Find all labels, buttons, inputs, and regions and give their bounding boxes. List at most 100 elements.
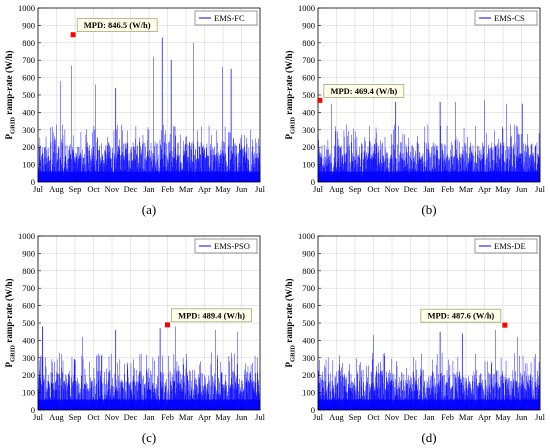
- mpd-annotation-box: [76, 18, 158, 33]
- y-tick-label: 500: [302, 90, 315, 100]
- mpd-annotation-label: MPD: 487.6 (W/h): [427, 311, 494, 321]
- x-tick-label: Jun: [516, 412, 529, 422]
- chart-panel-d: 0 100 200 300 400 500 600 700 800 900 1000 Jul Aug Se…: [284, 231, 546, 445]
- mpd-annotation-label: MPD: 489.4 (W/h): [178, 310, 245, 320]
- y-axis-label: PGRID ramp-rate (W/h): [4, 279, 17, 368]
- legend-label: EMS-DE: [494, 241, 526, 251]
- series-base: [38, 399, 260, 410]
- y-tick-label: 700: [302, 283, 315, 293]
- mpd-marker: [502, 322, 508, 328]
- legend-box: [194, 238, 258, 254]
- x-tick-label: Feb: [441, 184, 454, 194]
- panel-label: (c): [142, 430, 156, 445]
- x-tick-label: Jul: [313, 184, 324, 194]
- y-tick-label: 1000: [18, 3, 35, 13]
- y-tick-label: 800: [302, 266, 315, 276]
- chart-panel-a: 0 100 200 300 400 500 600 700 800 900 1000 Jul Aug Se…: [4, 3, 266, 217]
- x-tick-label: May: [495, 184, 511, 194]
- y-tick-label: 400: [302, 335, 315, 345]
- x-tick-label: Nov: [105, 184, 120, 194]
- y-tick-label: 600: [302, 73, 315, 83]
- x-tick-label: Aug: [329, 184, 344, 194]
- x-tick-label: Aug: [49, 412, 64, 422]
- y-tick-label: 300: [22, 125, 35, 135]
- grid: [318, 236, 540, 410]
- mpd-annotation-label: MPD: 846.5 (W/h): [84, 20, 151, 30]
- x-tick-label: Feb: [161, 412, 174, 422]
- x-tick-label: Apr: [478, 412, 491, 422]
- x-tick-label: Apr: [478, 184, 491, 194]
- x-tick-label: Apr: [198, 184, 211, 194]
- legend: EMS-FC: [194, 10, 258, 26]
- x-tick-label: Nov: [385, 412, 400, 422]
- x-tick-label: Oct: [367, 412, 380, 422]
- y-tick-label: 200: [22, 142, 35, 152]
- x-tick-label: Sep: [69, 184, 82, 194]
- y-tick-label: 1000: [298, 231, 315, 241]
- y-tick-label: 0: [311, 177, 315, 187]
- y-tick-label: 100: [302, 160, 315, 170]
- chart-panel-c: 0 100 200 300 400 500 600 700 800 900 1000 Jul Aug Se…: [4, 231, 266, 445]
- x-tick-label: May: [215, 412, 231, 422]
- y-tick-label: 200: [22, 370, 35, 380]
- y-tick-label: 800: [22, 266, 35, 276]
- y-tick-label: 400: [22, 335, 35, 345]
- mpd-annotation-box: [171, 308, 252, 323]
- x-tick-label: Aug: [49, 184, 64, 194]
- y-tick-label: 1000: [298, 3, 315, 13]
- x-tick-label: Oct: [87, 184, 100, 194]
- chart-panel-b: 0 100 200 300 400 500 600 700 800 900 1000 Jul Aug Se…: [284, 3, 546, 217]
- y-tick-label: 100: [302, 388, 315, 398]
- x-tick-label: Jul: [255, 184, 266, 194]
- y-tick-label: 400: [302, 107, 315, 117]
- x-tick-label: Mar: [179, 412, 193, 422]
- y-tick-label: 900: [22, 20, 35, 30]
- y-tick-label: 600: [302, 301, 315, 311]
- x-tick-label: Dec: [124, 184, 138, 194]
- y-tick-label: 600: [22, 301, 35, 311]
- y-tick-label: 700: [22, 283, 35, 293]
- y-tick-label: 900: [302, 248, 315, 258]
- legend-box: [474, 10, 538, 26]
- series-base: [318, 171, 540, 182]
- legend-label: EMS-FC: [214, 13, 245, 23]
- x-tick-label: Dec: [124, 412, 138, 422]
- x-tick-label: Jul: [33, 184, 44, 194]
- x-tick-label: Jan: [423, 412, 435, 422]
- y-tick-label: 500: [22, 90, 35, 100]
- x-tick-label: Nov: [105, 412, 120, 422]
- mpd-annotation-box: [420, 308, 502, 323]
- legend-label: EMS-PSO: [214, 241, 250, 251]
- mpd-marker: [317, 97, 323, 103]
- panel-label: (d): [421, 430, 436, 445]
- y-tick-label: 800: [302, 38, 315, 48]
- x-tick-label: May: [495, 412, 511, 422]
- x-tick-label: Jun: [516, 184, 529, 194]
- y-tick-label: 300: [22, 353, 35, 363]
- x-tick-label: Jan: [423, 184, 435, 194]
- y-tick-label: 700: [302, 55, 315, 65]
- y-tick-label: 200: [302, 370, 315, 380]
- x-tick-label: Feb: [161, 184, 174, 194]
- mpd-marker: [70, 32, 76, 38]
- x-tick-label: Jun: [236, 412, 249, 422]
- y-tick-label: 300: [302, 125, 315, 135]
- x-tick-label: Sep: [349, 412, 362, 422]
- y-axis-label: PGRID ramp-rate (W/h): [4, 51, 17, 140]
- x-tick-label: Jul: [535, 184, 546, 194]
- x-tick-label: Mar: [459, 412, 473, 422]
- mpd-annotation-box: [323, 84, 405, 98]
- series-base: [318, 399, 540, 410]
- mpd-marker: [165, 322, 170, 328]
- panel-label: (b): [421, 202, 436, 217]
- x-tick-label: Jul: [33, 412, 44, 422]
- x-tick-label: Jan: [143, 412, 155, 422]
- mpd-annotation-label: MPD: 469.4 (W/h): [330, 86, 397, 96]
- x-tick-label: Dec: [404, 412, 418, 422]
- x-tick-label: Mar: [179, 184, 193, 194]
- y-tick-label: 100: [22, 388, 35, 398]
- y-tick-label: 200: [302, 142, 315, 152]
- x-tick-label: Sep: [69, 412, 82, 422]
- y-tick-label: 500: [302, 318, 315, 328]
